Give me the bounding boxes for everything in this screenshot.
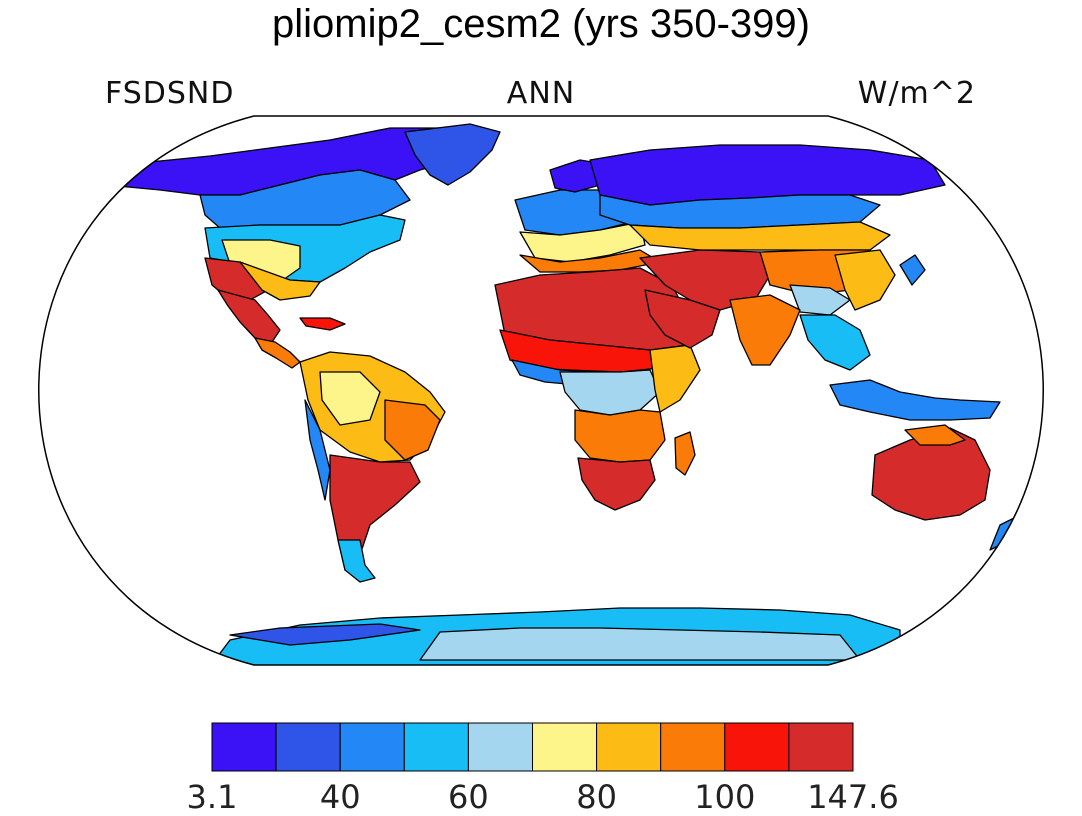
japan bbox=[899, 254, 926, 286]
colorbar-label: 40 bbox=[319, 778, 361, 816]
central-asia-band bbox=[629, 221, 891, 251]
southern-africa bbox=[577, 457, 656, 511]
east-china bbox=[834, 249, 896, 311]
colorbar-label: 147.6 bbox=[807, 778, 899, 816]
variable-label: FSDSND bbox=[105, 76, 235, 111]
colorbar-swatch bbox=[660, 722, 726, 772]
caribbean bbox=[299, 317, 346, 331]
southeast-asia bbox=[799, 314, 871, 371]
colorbar-swatch bbox=[532, 722, 598, 772]
map-title: pliomip2_cesm2 (yrs 350-399) bbox=[271, 2, 810, 46]
north-america-south bbox=[239, 261, 321, 301]
patagonia bbox=[337, 539, 376, 583]
colorbar-swatch bbox=[339, 722, 405, 772]
central-america bbox=[254, 337, 301, 369]
amazon bbox=[319, 371, 381, 426]
colorbar-swatch bbox=[211, 722, 277, 772]
antarctic-peninsula bbox=[229, 623, 421, 646]
landmasses bbox=[117, 123, 1041, 665]
australia-north bbox=[904, 424, 966, 446]
map-border bbox=[38, 115, 1044, 666]
india bbox=[729, 294, 801, 366]
colorbar-label: 100 bbox=[694, 778, 756, 816]
colorbar-swatch bbox=[724, 722, 790, 772]
antarctica-interior bbox=[419, 627, 861, 661]
season-label: ANN bbox=[506, 76, 576, 111]
colorbar-swatch bbox=[467, 722, 533, 772]
madagascar bbox=[674, 431, 696, 476]
tibet bbox=[789, 284, 851, 316]
colorbar-swatch bbox=[275, 722, 341, 772]
south-america-coast bbox=[304, 399, 331, 501]
colorbar-swatch bbox=[403, 722, 469, 772]
units-label: W/m^2 bbox=[857, 76, 976, 111]
colorbar-label: 60 bbox=[448, 778, 489, 816]
indonesia bbox=[829, 379, 1001, 421]
colorbar-label: 80 bbox=[576, 778, 617, 816]
greenland bbox=[404, 123, 501, 186]
brazil-highlands bbox=[384, 399, 441, 461]
colorbar-swatch bbox=[788, 722, 854, 772]
colorbar-swatch bbox=[596, 722, 662, 772]
arabia bbox=[644, 289, 721, 349]
colorbar-label: 3.1 bbox=[186, 778, 238, 816]
southern-africa-north bbox=[574, 409, 666, 463]
